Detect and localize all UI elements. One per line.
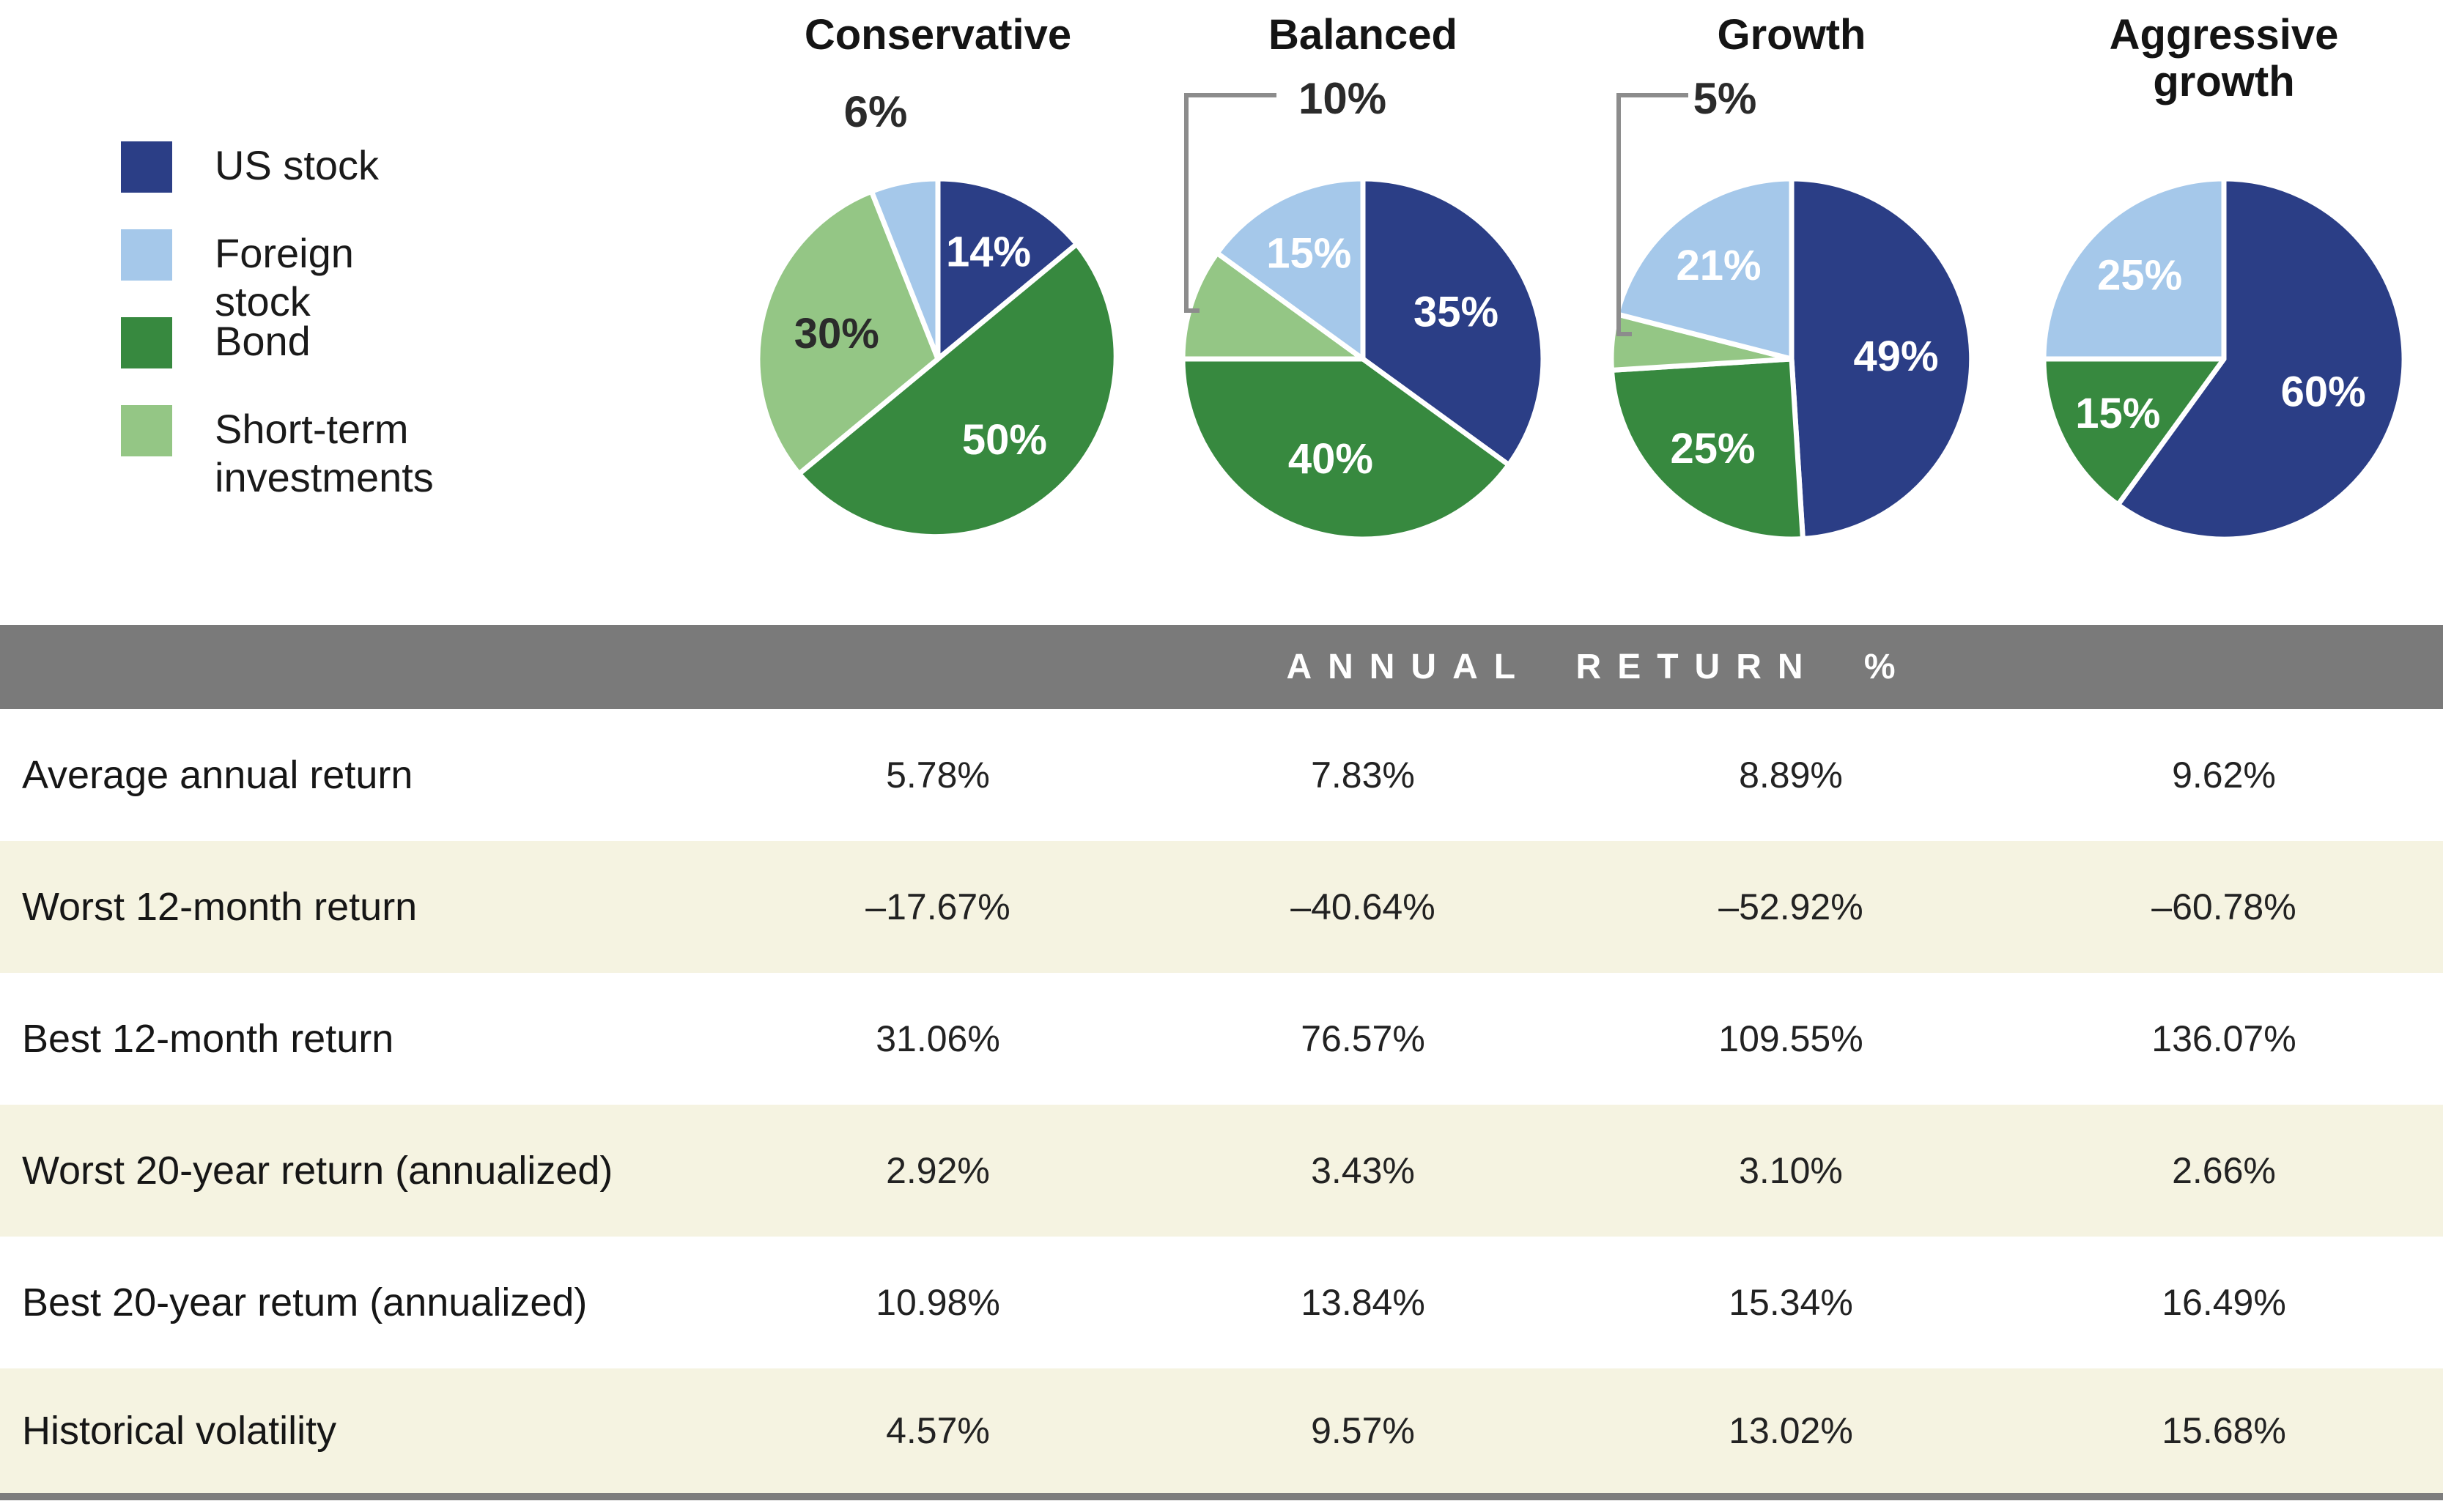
legend-label: US stock [215, 142, 380, 188]
legend-item-short-term-investments: Short-term investments [121, 405, 457, 502]
legend-label: Short-term investments [215, 406, 434, 500]
growth-short-term-callout-label: 5% [1693, 74, 1757, 123]
cell-growth: –52.92% [1718, 886, 1863, 927]
cell-conservative: 5.78% [886, 755, 990, 796]
table-header-title: ANNUAL RETURN % [1286, 648, 1912, 686]
pie-chart-conservative: 14% 50% 30% [755, 176, 1119, 540]
cell-conservative: 2.92% [886, 1150, 990, 1191]
row-label: Worst 12-month return [22, 885, 418, 929]
cell-balanced: 13.84% [1301, 1282, 1425, 1323]
cell-balanced: –40.64% [1290, 886, 1435, 927]
cell-aggressive-growth: –60.78% [2151, 886, 2296, 927]
row-label: Historical volatility [22, 1409, 337, 1453]
cell-aggressive-growth: 16.49% [2162, 1282, 2286, 1323]
cell-aggressive-growth: 15.68% [2162, 1410, 2286, 1451]
short-term-swatch-icon [121, 405, 172, 456]
bottom-rule [0, 1493, 2443, 1500]
pie-slice-label: 14% [946, 228, 1031, 275]
row-label: Best 20-year retum (annualized) [22, 1281, 588, 1324]
balanced-callout-bracket [1184, 93, 1276, 313]
legend-item-foreign-stock: Foreign stock [121, 229, 457, 326]
pie-slice-foreign-stock [2041, 176, 2227, 362]
table-header-band: ANNUAL RETURN % [0, 625, 2443, 709]
us-stock-swatch-icon [121, 141, 172, 193]
pie-slice-label: 49% [1854, 333, 1939, 380]
pie-slice-short-term-investments [755, 188, 941, 477]
row-label: Average annual return [22, 753, 413, 797]
legend-item-us-stock: US stock [121, 141, 457, 193]
pie-slice-bond [1180, 356, 1512, 542]
pie-chart-growth: 49% 25% 21% [1608, 176, 1975, 542]
table-row-best-20-year-return: Best 20-year retum (annualized) 10.98% 1… [0, 1237, 2443, 1368]
legend-label: Bond [215, 318, 311, 364]
table-row-historical-volatility: Historical volatility 4.57% 9.57% 13.02%… [0, 1368, 2443, 1493]
cell-balanced: 76.57% [1301, 1018, 1425, 1059]
pie-slice-foreign-stock [868, 176, 941, 362]
pie-slice-label: 60% [2281, 368, 2366, 415]
pie-slice-short-term-investments [1180, 250, 1366, 362]
pie-slice-us-stock [1789, 176, 1975, 541]
pie-slice-bond [2041, 356, 2227, 508]
pie-slice-us-stock [935, 176, 1079, 362]
pie-slice-foreign-stock [1614, 176, 1795, 362]
cell-conservative: 10.98% [876, 1282, 1000, 1323]
legend-item-bond: Bond [121, 317, 457, 368]
cell-conservative: 4.57% [886, 1410, 990, 1451]
table-row-worst-12-month-return: Worst 12-month return –17.67% –40.64% –5… [0, 841, 2443, 973]
cell-growth: 13.02% [1729, 1410, 1853, 1451]
pie-slice-label: 25% [1671, 425, 1756, 472]
cell-conservative: –17.67% [865, 886, 1010, 927]
table-row-worst-20-year-return: Worst 20-year return (annualized) 2.92% … [0, 1105, 2443, 1237]
table-row-average-annual-return: Average annual return 5.78% 7.83% 8.89% … [0, 709, 2443, 841]
cell-growth: 109.55% [1718, 1018, 1863, 1059]
pie-slice-label: 15% [1266, 230, 1351, 278]
pie-slice-bond [797, 241, 1119, 540]
pie-slice-label: 21% [1676, 242, 1761, 289]
cell-balanced: 7.83% [1311, 755, 1415, 796]
cell-balanced: 3.43% [1311, 1150, 1415, 1191]
conservative-foreign-stock-outside-label: 6% [843, 87, 908, 136]
table-row-best-12-month-return: Best 12-month return 31.06% 76.57% 109.5… [0, 973, 2443, 1105]
pie-title-growth: Growth [1717, 11, 1866, 59]
pie-slice-us-stock [1360, 176, 1546, 468]
foreign-stock-swatch-icon [121, 229, 172, 281]
annual-return-table: ANNUAL RETURN % Average annual return 5.… [0, 625, 2443, 1500]
pie-slice-label: 40% [1288, 435, 1373, 483]
cell-growth: 15.34% [1729, 1282, 1853, 1323]
pie-slice-us-stock [2115, 176, 2407, 542]
pie-slice-label: 25% [2097, 252, 2182, 300]
pie-title-aggressive-growth: Aggressive growth [2109, 11, 2339, 105]
bond-swatch-icon [121, 317, 172, 368]
growth-callout-bracket [1616, 93, 1688, 336]
pie-slice-bond [1609, 356, 1806, 542]
pie-slice-label: 15% [2075, 390, 2160, 437]
pie-slice-foreign-stock [1214, 176, 1366, 362]
balanced-short-term-callout-label: 10% [1298, 74, 1387, 123]
cell-growth: 8.89% [1739, 755, 1843, 796]
cell-aggressive-growth: 9.62% [2172, 755, 2276, 796]
pie-title-conservative: Conservative [804, 11, 1072, 59]
pie-chart-balanced: 35% 40% 15% [1180, 176, 1546, 542]
cell-aggressive-growth: 136.07% [2151, 1018, 2296, 1059]
pie-slice-label: 35% [1413, 289, 1498, 336]
cell-balanced: 9.57% [1311, 1410, 1415, 1451]
cell-growth: 3.10% [1739, 1150, 1843, 1191]
pie-title-balanced: Balanced [1268, 11, 1457, 59]
cell-conservative: 31.06% [876, 1018, 1000, 1059]
pie-slice-label: 50% [962, 416, 1047, 464]
row-label: Best 12-month return [22, 1017, 394, 1061]
legend-label: Foreign stock [215, 230, 354, 325]
cell-aggressive-growth: 2.66% [2172, 1150, 2276, 1191]
row-label: Worst 20-year return (annualized) [22, 1149, 613, 1193]
pie-chart-aggressive-growth: 60% 15% 25% [2041, 176, 2407, 542]
pie-slice-label: 30% [794, 310, 879, 357]
